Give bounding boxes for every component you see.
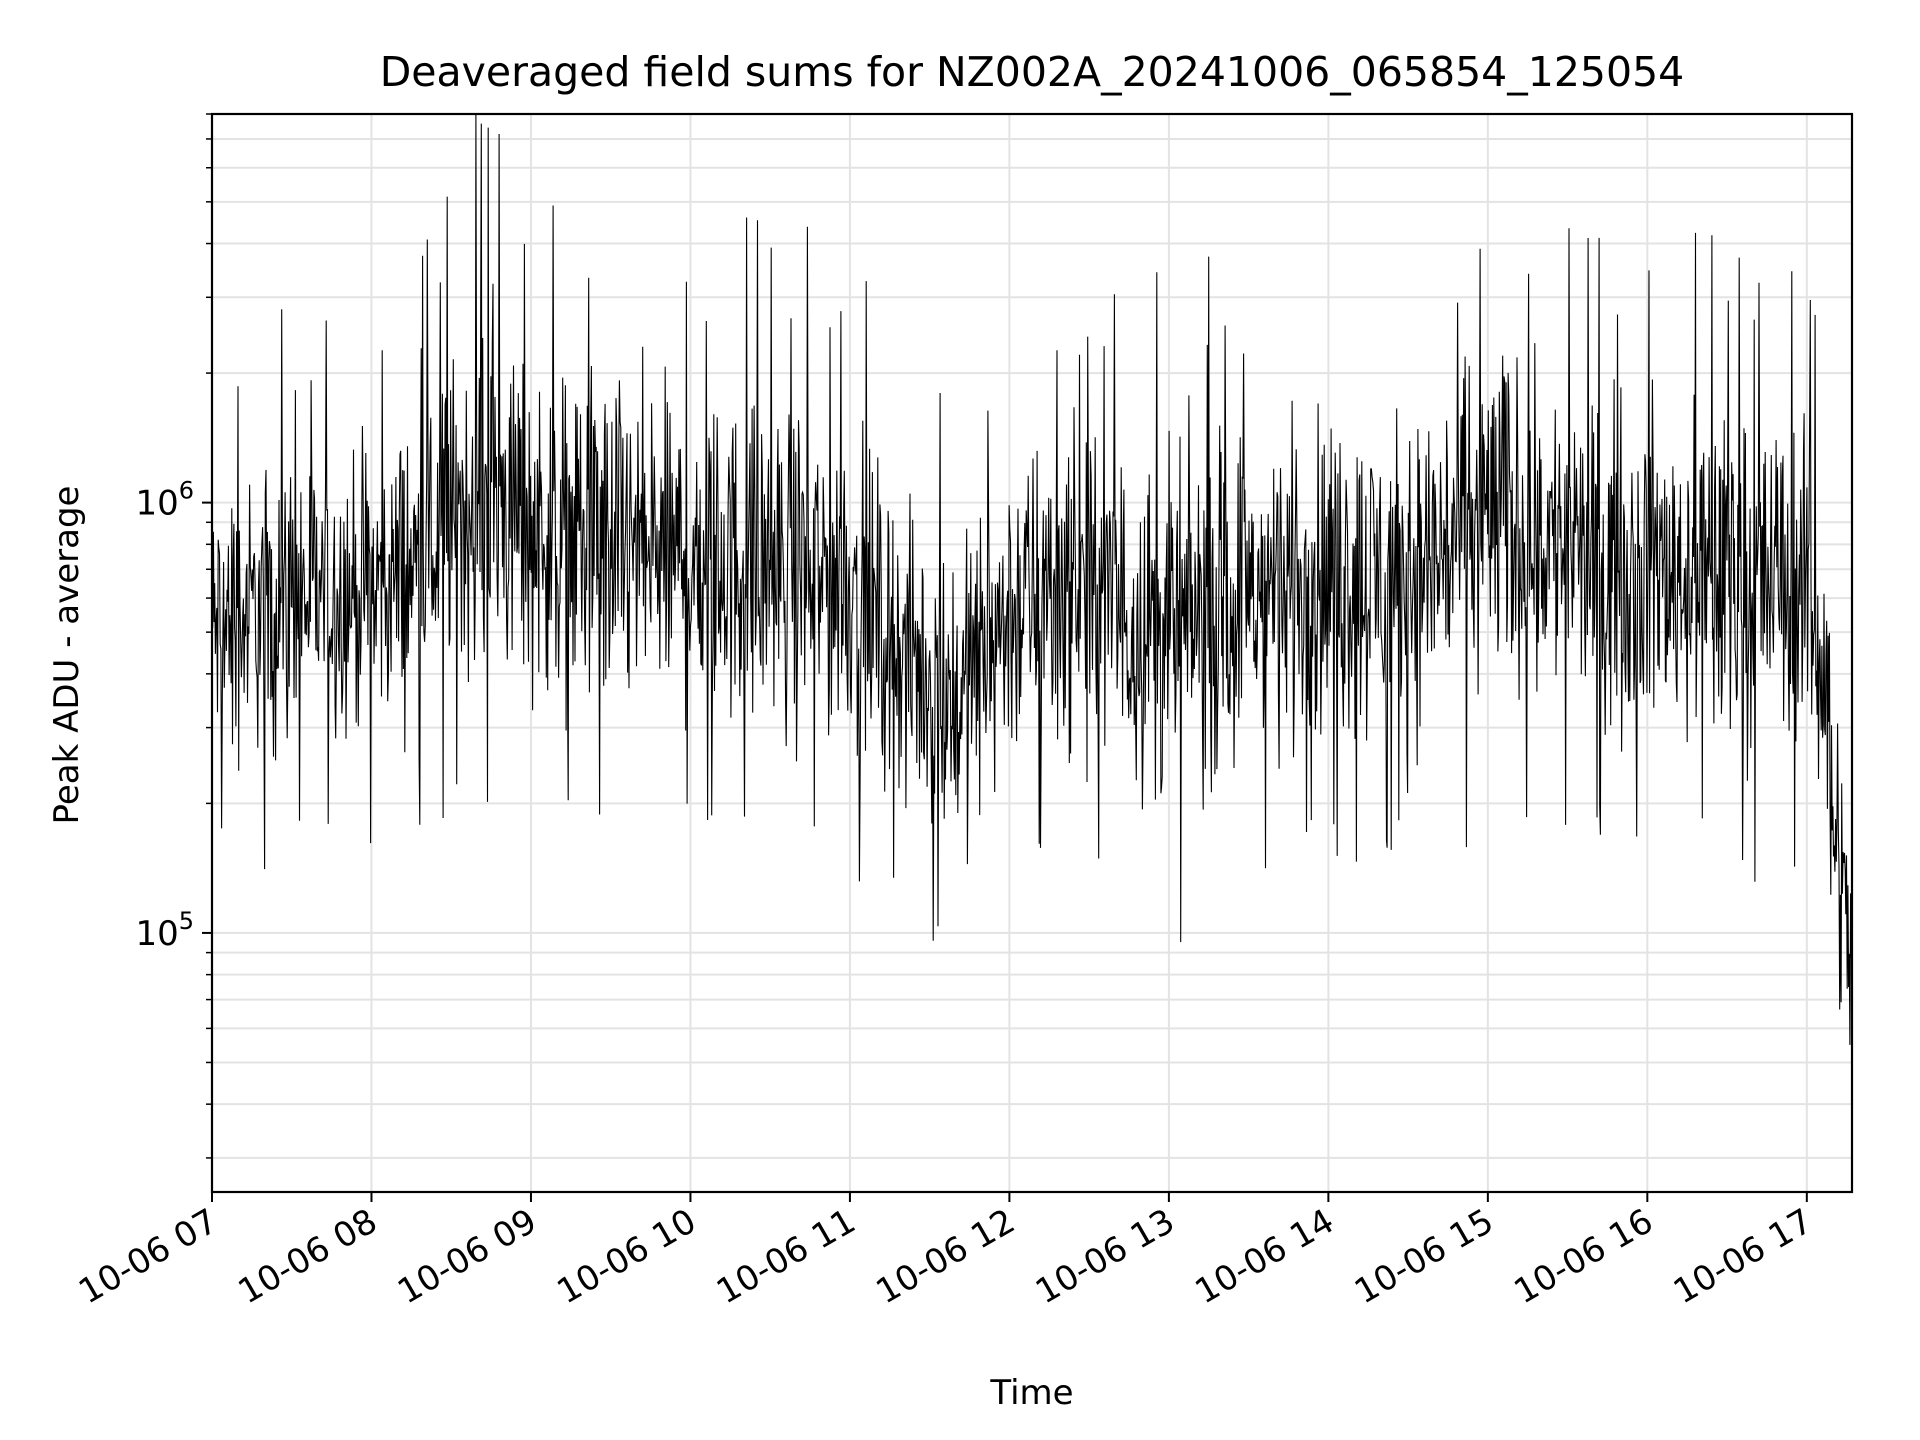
y-tick-exponent: 5	[179, 907, 194, 935]
y-axis-label: Peak ADU - average	[47, 486, 87, 825]
y-tick-label: 105	[135, 907, 194, 954]
x-axis-label: Time	[989, 1373, 1073, 1413]
y-tick-label: 106	[135, 477, 194, 524]
y-tick-base: 10	[135, 484, 178, 524]
y-tick-base: 10	[135, 914, 178, 954]
series-path	[211, 113, 1853, 1045]
series-line	[211, 113, 1853, 1045]
y-tick-exponent: 6	[179, 477, 194, 505]
plot-frame	[210, 112, 1854, 1194]
chart-title: Deaveraged field sums for NZ002A_2024100…	[380, 48, 1685, 96]
